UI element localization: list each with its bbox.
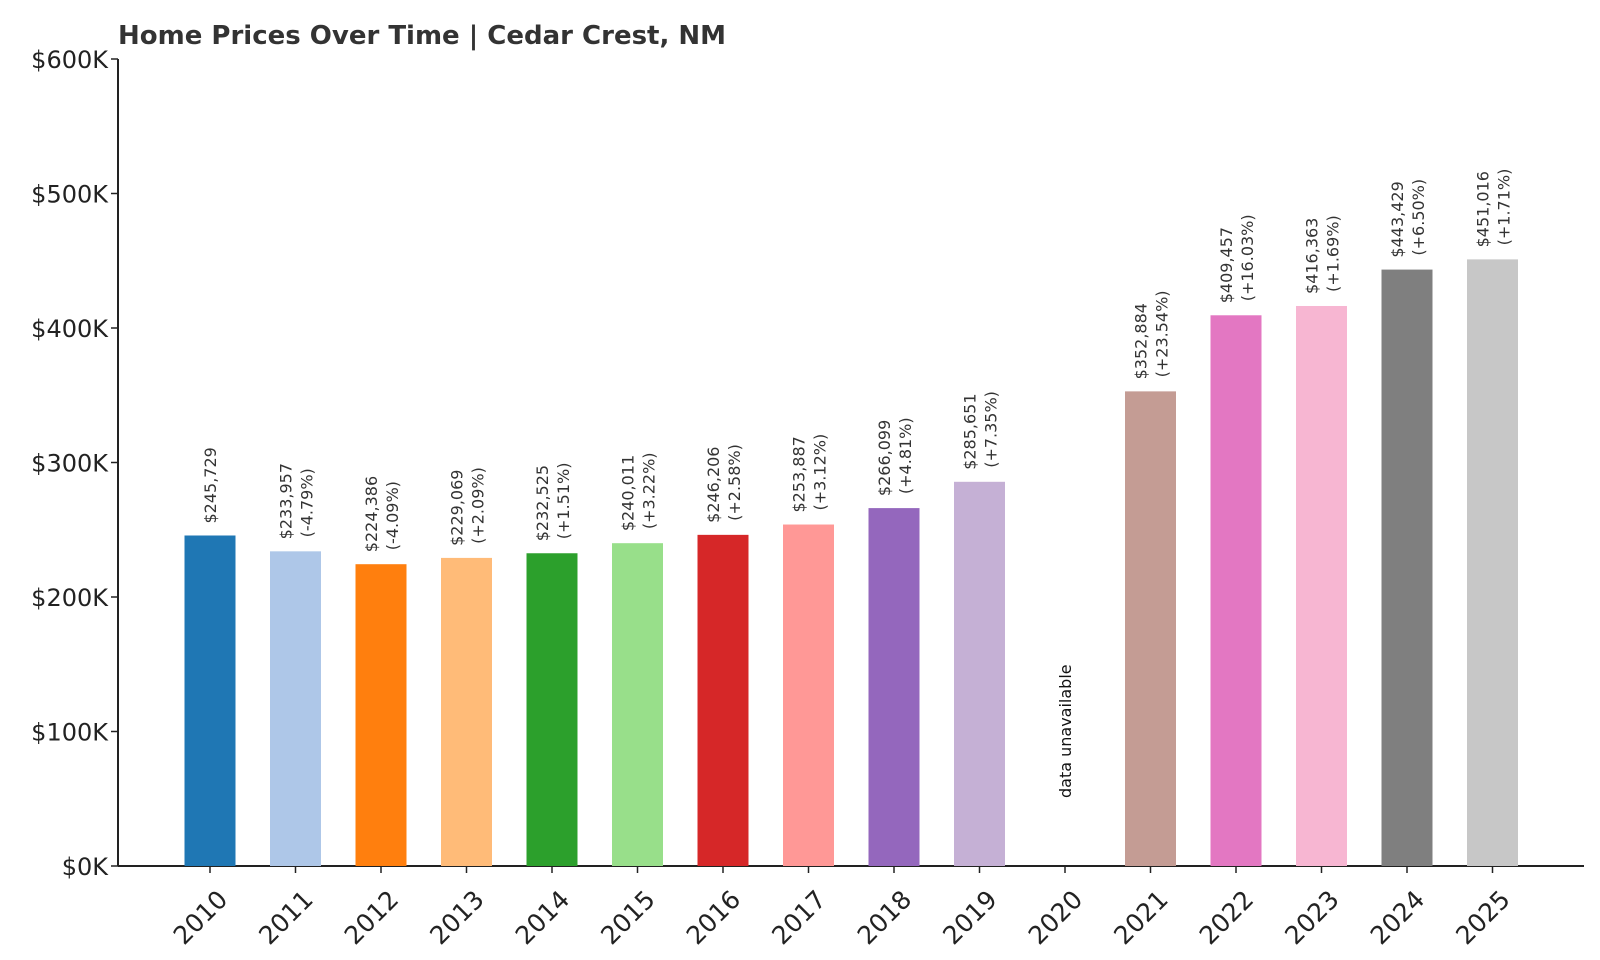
x-tick-label: 2018	[852, 885, 917, 950]
bar-price-label: $224,386	[362, 476, 381, 552]
bar-change-label: (+1.51%)	[554, 463, 573, 540]
x-tick-label: 2013	[424, 885, 489, 950]
bar-2014	[526, 553, 578, 866]
bar-2025	[1467, 259, 1518, 866]
y-tick-label: $100K	[31, 719, 109, 747]
bar-price-label: $233,957	[277, 463, 296, 539]
bar-2012	[355, 564, 407, 866]
bar-change-label: (+6.50%)	[1409, 179, 1428, 256]
x-tick-label: 2011	[253, 885, 318, 950]
bar-2015	[612, 543, 663, 866]
bar-change-label: (-4.79%)	[298, 468, 317, 537]
bar-price-label: $232,525	[533, 465, 552, 541]
y-tick-label: $400K	[31, 315, 109, 343]
bar-2013	[441, 557, 492, 866]
bar-price-label: $240,011	[619, 455, 638, 531]
bar-price-label: $229,069	[448, 470, 467, 546]
x-tick-label: 2022	[1194, 885, 1259, 950]
bar-price-label: $416,363	[1303, 218, 1322, 294]
bar-change-label: (+3.12%)	[811, 434, 830, 511]
x-tick-label: 2021	[1108, 885, 1173, 950]
y-axis: $0K $100K $200K $300K $400K $500K $600K	[31, 46, 119, 881]
bar-price-label: $409,457	[1217, 227, 1236, 303]
chart-title: Home Prices Over Time | Cedar Crest, NM	[118, 21, 726, 51]
x-tick-label: 2016	[681, 885, 746, 950]
bar-price-label: $245,729	[201, 447, 220, 523]
x-axis: 2010 2011 2012 2013 2014 2015 2016 2017 2018 2019…	[118, 865, 1584, 950]
bar-2019	[954, 481, 1005, 866]
bar-change-label: (+23.54%)	[1153, 290, 1172, 377]
bar-2017	[783, 524, 834, 866]
bar-change-label: (+7.35%)	[982, 391, 1001, 468]
bar-labels-group: $245,729 $233,957 (-4.79%) $224,386 (-4.09%)…	[201, 169, 1514, 798]
bar-2022	[1210, 315, 1262, 866]
x-tick-label: 2014	[510, 885, 575, 950]
bar-change-label: (+2.09%)	[469, 467, 488, 544]
bar-change-label: (-4.09%)	[383, 481, 402, 550]
bar-price-label: $246,206	[704, 447, 723, 523]
y-tick-label: $300K	[31, 450, 109, 478]
x-tick-label: 2024	[1365, 885, 1430, 950]
x-tick-label: 2023	[1279, 885, 1344, 950]
bar-2016	[697, 534, 749, 866]
bar-2011	[270, 551, 321, 866]
x-tick-label: 2020	[1023, 885, 1088, 950]
x-tick-label: 2015	[595, 885, 660, 950]
bar-2021	[1125, 391, 1176, 866]
bar-price-label: $266,099	[875, 420, 894, 496]
x-tick-label: 2017	[766, 885, 831, 950]
x-tick-label: 2019	[937, 885, 1002, 950]
missing-data-label: data unavailable	[1056, 664, 1075, 798]
bar-change-label: (+4.81%)	[896, 417, 915, 494]
y-tick-label: $0K	[62, 853, 110, 881]
bar-change-label: (+1.71%)	[1495, 169, 1514, 246]
bar-2010	[184, 535, 236, 866]
y-tick-label: $200K	[31, 584, 109, 612]
bar-price-label: $451,016	[1474, 171, 1493, 247]
bar-change-label: (+1.69%)	[1324, 215, 1343, 292]
bar-change-label: (+2.58%)	[725, 444, 744, 521]
bar-price-label: $352,884	[1132, 303, 1151, 379]
y-tick-label: $500K	[31, 181, 109, 209]
bars-group	[184, 259, 1518, 866]
bar-2024	[1381, 269, 1433, 866]
x-tick-label: 2010	[168, 885, 233, 950]
x-tick-label: 2012	[339, 885, 404, 950]
bar-price-label: $285,651	[961, 393, 980, 469]
bar-change-label: (+16.03%)	[1238, 214, 1257, 301]
x-tick-label: 2025	[1450, 885, 1515, 950]
bar-price-label: $253,887	[790, 436, 809, 512]
y-tick-label: $600K	[31, 46, 109, 74]
bar-price-label: $443,429	[1388, 181, 1407, 257]
bar-change-label: (+3.22%)	[640, 452, 659, 529]
bar-2023	[1296, 305, 1347, 866]
bar-2018	[868, 508, 920, 866]
